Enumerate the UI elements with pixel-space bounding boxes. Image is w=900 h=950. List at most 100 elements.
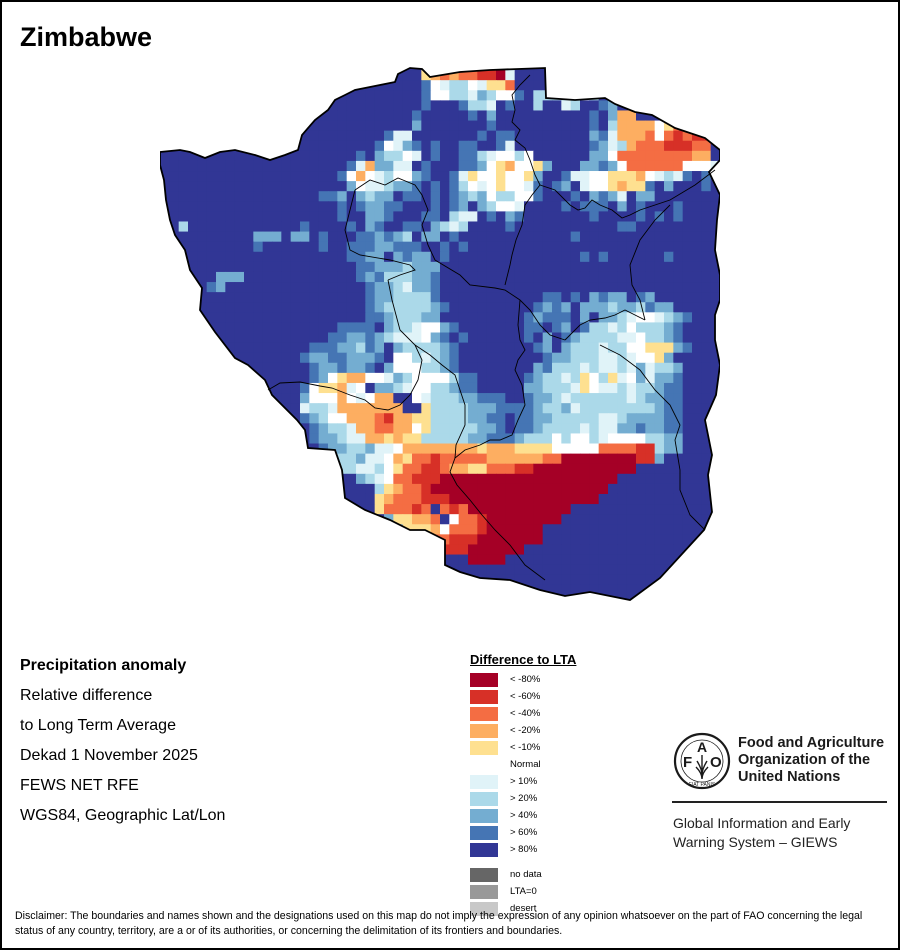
anomaly-cell [402,382,413,394]
anomaly-cell [234,372,245,384]
anomaly-cell [458,544,469,556]
anomaly-cell [524,160,534,172]
anomaly-cell [346,564,357,576]
anomaly-cell [206,554,217,566]
anomaly-cell [505,433,516,445]
anomaly-cell [598,342,609,354]
anomaly-cell [290,211,301,222]
anomaly-cell [449,120,460,132]
anomaly-cell [234,564,245,576]
anomaly-cell [309,413,320,424]
anomaly-cell [206,221,217,233]
anomaly-cell [206,453,217,465]
anomaly-cell [449,463,460,475]
anomaly-cell [617,382,628,394]
anomaly-cell [262,191,273,202]
anomaly-cell [178,261,189,273]
legend-item: > 60% [470,824,576,841]
anomaly-cell [561,564,572,576]
anomaly-cell [309,150,320,162]
anomaly-cell [589,433,600,445]
anomaly-cell [225,241,236,253]
anomaly-cell [580,473,590,485]
anomaly-cell [710,120,720,132]
anomaly-cell [598,352,609,364]
anomaly-cell [430,574,441,586]
anomaly-cell [598,473,609,485]
anomaly-cell [356,160,366,172]
anomaly-cell [598,332,609,344]
anomaly-cell [300,594,310,600]
anomaly-cell [673,372,684,384]
anomaly-cell [561,322,572,333]
anomaly-cell [458,292,469,303]
anomaly-cell [272,493,282,505]
legend-item: < -40% [470,705,576,722]
anomaly-cell [356,403,366,414]
anomaly-cell [589,160,600,172]
anomaly-cell [524,80,534,91]
anomaly-cell [496,181,506,192]
anomaly-cell [542,463,553,475]
anomaly-cell [197,171,208,182]
anomaly-cell [365,564,376,576]
anomaly-cell [654,282,665,293]
giews-name: Global Information and Early Warning Sys… [673,814,893,852]
anomaly-cell [244,302,254,313]
anomaly-cell [664,292,674,303]
anomaly-cell [458,342,469,354]
anomaly-cell [561,181,572,192]
anomaly-cell [412,574,422,586]
anomaly-cell [654,191,665,202]
anomaly-cell [533,342,544,354]
anomaly-cell [262,342,273,354]
anomaly-cell [682,120,693,132]
anomaly-cell [496,312,506,323]
anomaly-cell [225,282,236,293]
anomaly-cell [458,130,469,142]
anomaly-cell [206,504,217,515]
anomaly-cell [654,332,665,344]
anomaly-cell [477,201,488,212]
anomaly-cell [701,483,712,495]
anomaly-cell [654,150,665,162]
anomaly-cell [262,160,273,172]
anomaly-cell [178,221,189,233]
anomaly-cell [216,594,226,600]
anomaly-cell [552,493,562,505]
anomaly-cell [384,201,394,212]
anomaly-cell [412,211,422,222]
anomaly-cell [384,352,394,364]
anomaly-cell [272,403,282,414]
anomaly-cell [710,342,720,354]
anomaly-cell [664,181,674,192]
anomaly-cell [468,332,478,344]
anomaly-cell [272,453,282,465]
legend-label: Normal [510,759,541,770]
anomaly-cell [561,433,572,445]
anomaly-cell [468,403,478,414]
anomaly-cell [337,160,348,172]
anomaly-cell [486,574,497,586]
anomaly-cell [440,261,450,273]
legend-label: > 20% [510,793,538,804]
anomaly-cell [412,282,422,293]
anomaly-cell [225,70,236,81]
anomaly-cell [636,302,646,313]
anomaly-cell [636,221,646,233]
anomaly-cell [272,433,282,445]
anomaly-cell [178,473,189,485]
anomaly-cell [272,292,282,303]
anomaly-cell [598,483,609,495]
anomaly-cell [552,342,562,354]
anomaly-cell [197,251,208,263]
anomaly-cell [664,473,674,485]
anomaly-cell [654,120,665,132]
anomaly-cell [561,201,572,212]
anomaly-cell [197,504,208,515]
anomaly-cell [244,534,254,545]
anomaly-cell [412,80,422,91]
anomaly-cell [328,504,338,515]
anomaly-cell [197,382,208,394]
anomaly-cell [225,80,236,91]
